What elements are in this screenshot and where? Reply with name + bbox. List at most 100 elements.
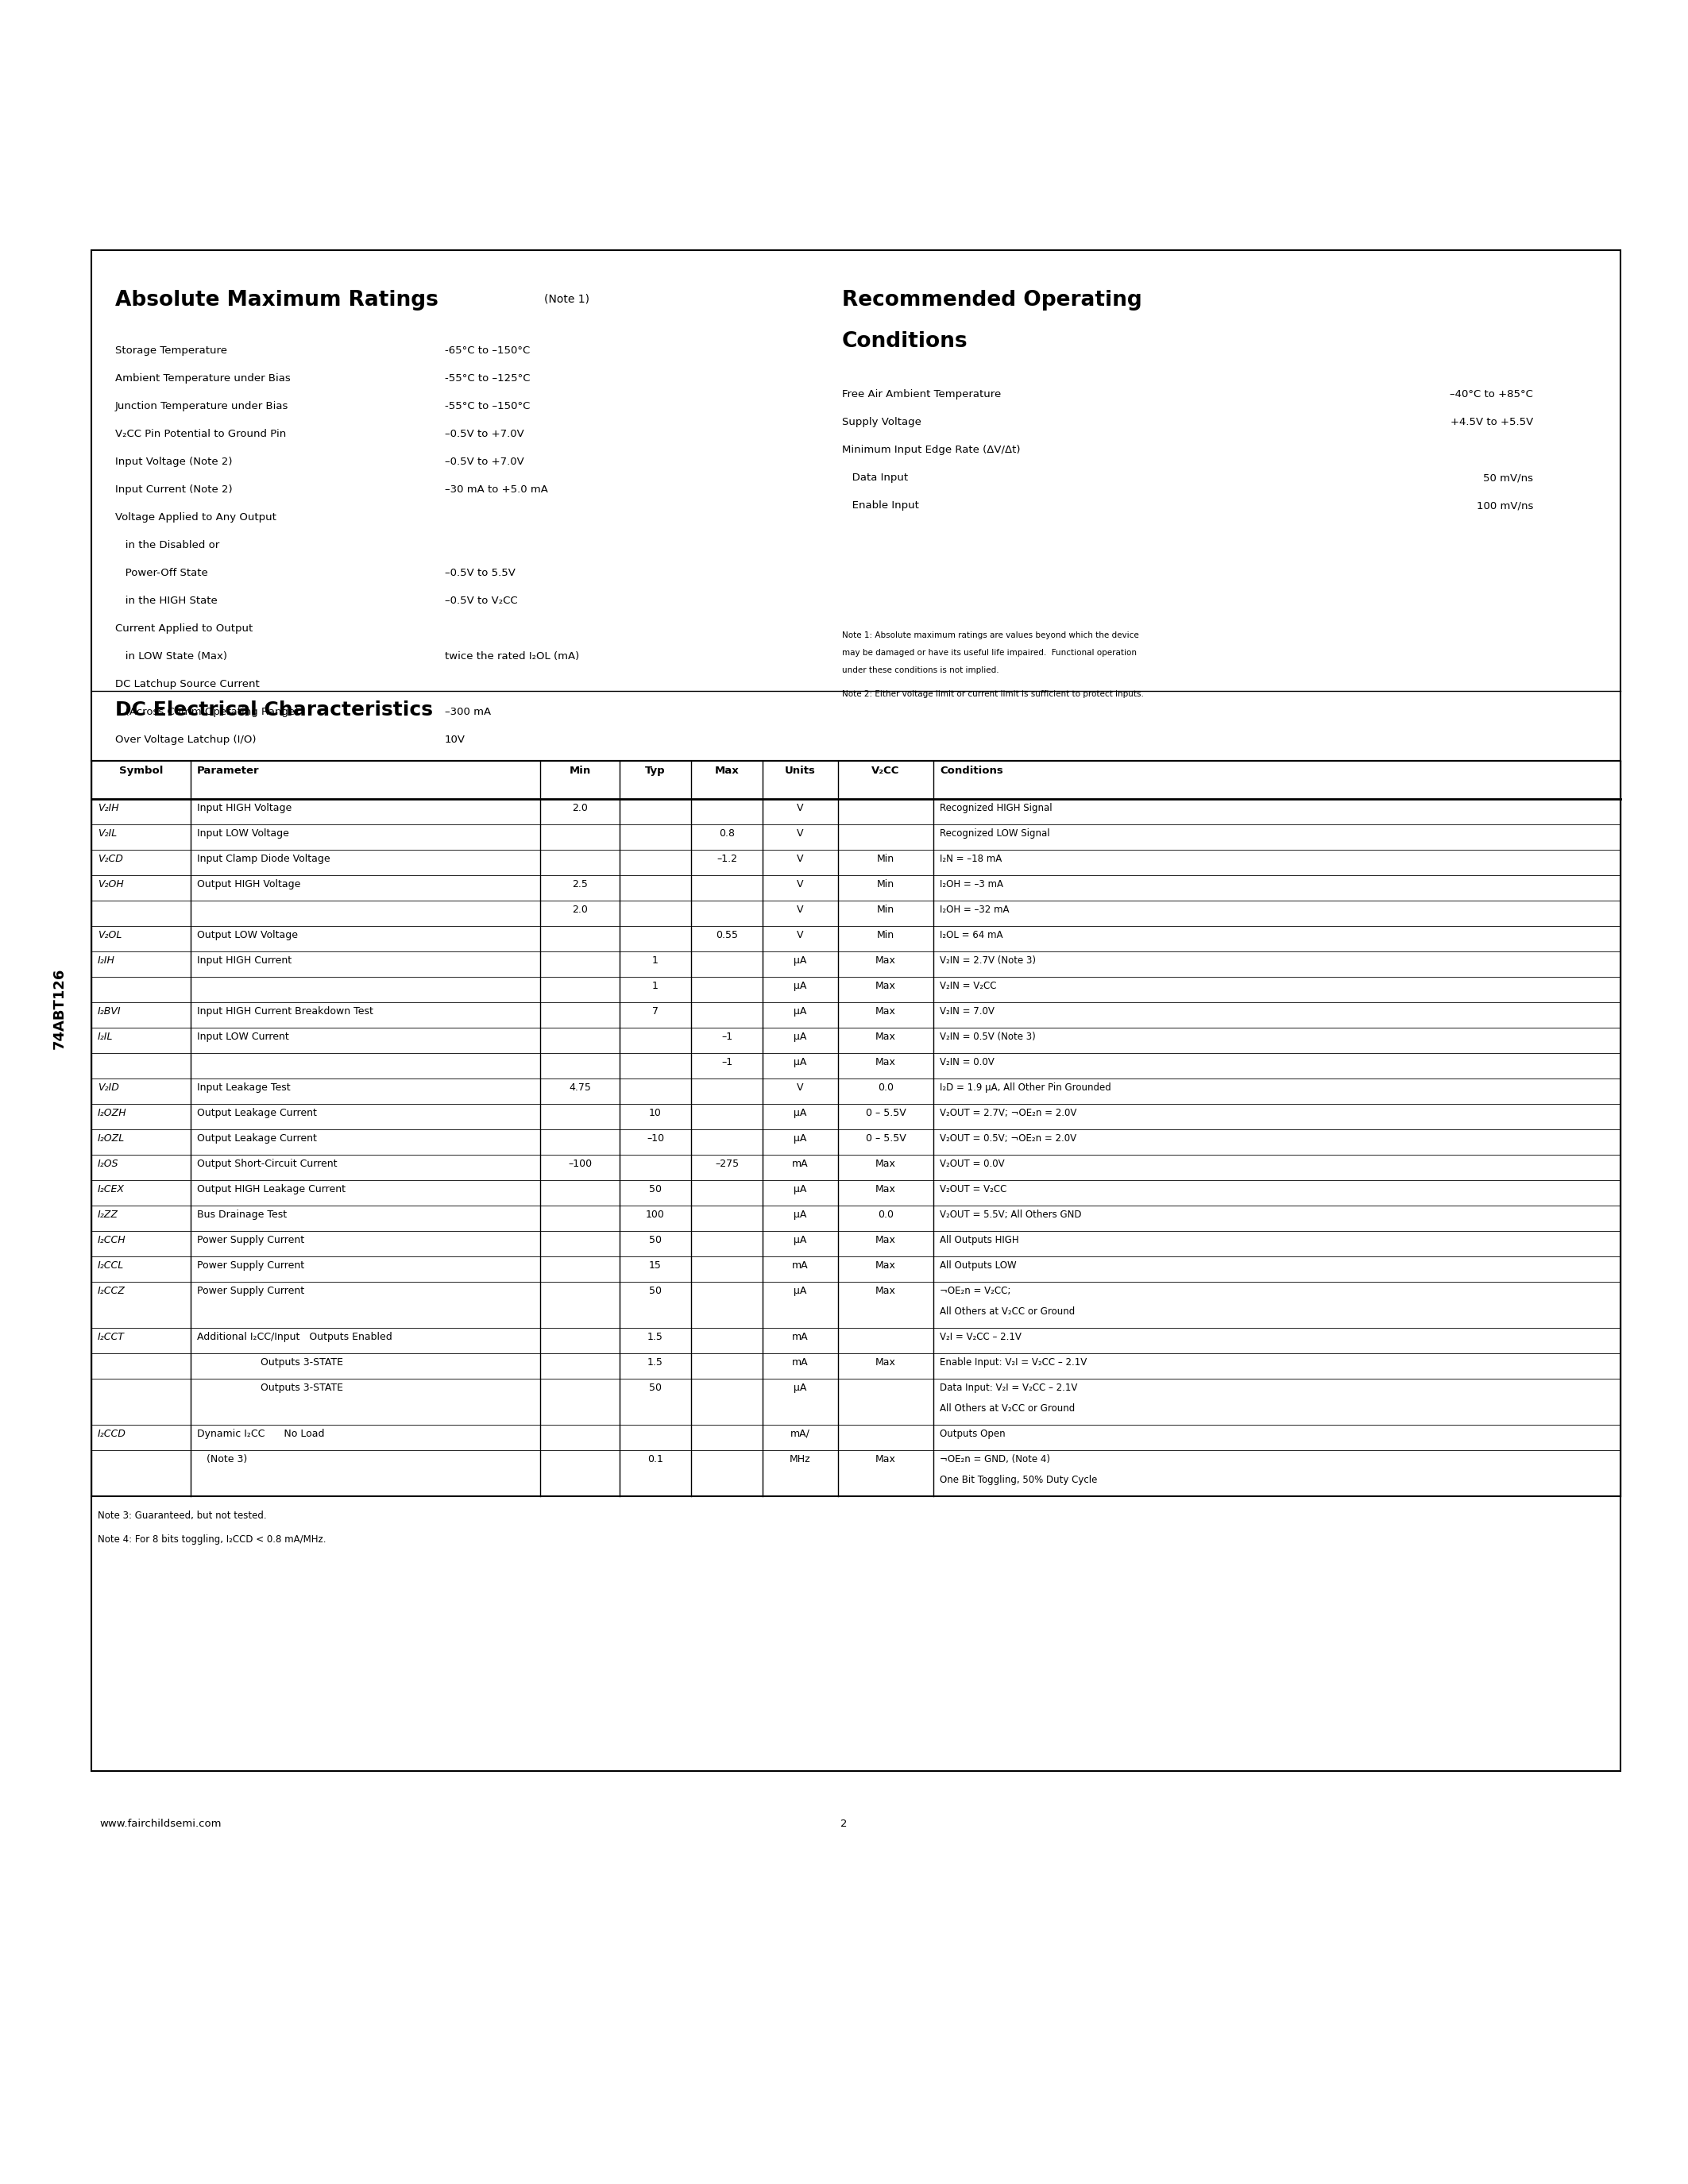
Text: –30 mA to +5.0 mA: –30 mA to +5.0 mA — [446, 485, 549, 496]
Text: Min: Min — [878, 880, 895, 889]
Text: Enable Input: V₂I = V₂CC – 2.1V: Enable Input: V₂I = V₂CC – 2.1V — [940, 1356, 1087, 1367]
Text: Max: Max — [876, 1286, 896, 1295]
Text: Input HIGH Current Breakdown Test: Input HIGH Current Breakdown Test — [197, 1007, 373, 1016]
Text: 1: 1 — [652, 981, 658, 992]
Text: 0 – 5.5V: 0 – 5.5V — [866, 1107, 906, 1118]
Text: Current Applied to Output: Current Applied to Output — [115, 622, 253, 633]
Text: under these conditions is not implied.: under these conditions is not implied. — [842, 666, 999, 675]
Text: V₂IL: V₂IL — [98, 828, 116, 839]
Text: MHz: MHz — [790, 1455, 810, 1465]
Text: –1.2: –1.2 — [716, 854, 738, 865]
Text: –10: –10 — [647, 1133, 663, 1144]
Text: μA: μA — [793, 1286, 807, 1295]
Text: Input Leakage Test: Input Leakage Test — [197, 1083, 290, 1092]
Text: V₂OUT = 5.5V; All Others GND: V₂OUT = 5.5V; All Others GND — [940, 1210, 1082, 1221]
Text: One Bit Toggling, 50% Duty Cycle: One Bit Toggling, 50% Duty Cycle — [940, 1474, 1097, 1485]
Text: –0.5V to V₂CC: –0.5V to V₂CC — [446, 596, 518, 605]
Text: Dynamic I₂CC      No Load: Dynamic I₂CC No Load — [197, 1428, 324, 1439]
Text: Symbol: Symbol — [118, 767, 164, 775]
Text: I₂IL: I₂IL — [98, 1031, 113, 1042]
Text: Output Leakage Current: Output Leakage Current — [197, 1107, 317, 1118]
Text: mA: mA — [792, 1332, 809, 1343]
Text: μA: μA — [793, 1057, 807, 1068]
Text: -55°C to –150°C: -55°C to –150°C — [446, 402, 530, 411]
Text: V₂OUT = V₂CC: V₂OUT = V₂CC — [940, 1184, 1006, 1195]
Text: V₂ID: V₂ID — [98, 1083, 120, 1092]
Text: in LOW State (Max): in LOW State (Max) — [115, 651, 228, 662]
Text: Supply Voltage: Supply Voltage — [842, 417, 922, 428]
Text: Recommended Operating: Recommended Operating — [842, 290, 1143, 310]
Text: Max: Max — [714, 767, 739, 775]
Text: DC Latchup Source Current: DC Latchup Source Current — [115, 679, 260, 690]
Text: (Note 3): (Note 3) — [197, 1455, 246, 1465]
Text: μA: μA — [793, 981, 807, 992]
Text: Note 2: Either voltage limit or current limit is sufficient to protect inputs.: Note 2: Either voltage limit or current … — [842, 690, 1144, 699]
Text: Storage Temperature: Storage Temperature — [115, 345, 228, 356]
Text: –0.5V to +7.0V: –0.5V to +7.0V — [446, 456, 523, 467]
Text: 50: 50 — [648, 1286, 662, 1295]
Text: www.fairchildsemi.com: www.fairchildsemi.com — [100, 1819, 221, 1828]
Text: All Outputs HIGH: All Outputs HIGH — [940, 1234, 1020, 1245]
Text: V₂OUT = 0.0V: V₂OUT = 0.0V — [940, 1160, 1004, 1168]
Text: +4.5V to +5.5V: +4.5V to +5.5V — [1450, 417, 1533, 428]
Text: V₂IN = 7.0V: V₂IN = 7.0V — [940, 1007, 994, 1016]
Text: 0.0: 0.0 — [878, 1210, 893, 1221]
Text: -55°C to –125°C: -55°C to –125°C — [446, 373, 530, 384]
Text: Output HIGH Voltage: Output HIGH Voltage — [197, 880, 300, 889]
Text: μA: μA — [793, 1133, 807, 1144]
Text: Max: Max — [876, 1260, 896, 1271]
Text: 50 mV/ns: 50 mV/ns — [1484, 472, 1533, 483]
Text: DC Electrical Characteristics: DC Electrical Characteristics — [115, 701, 432, 719]
Text: Power-Off State: Power-Off State — [115, 568, 208, 579]
Text: –300 mA: –300 mA — [446, 708, 491, 716]
Text: V₂CC: V₂CC — [871, 767, 900, 775]
Text: Recognized LOW Signal: Recognized LOW Signal — [940, 828, 1050, 839]
Text: 0.8: 0.8 — [719, 828, 734, 839]
Text: Power Supply Current: Power Supply Current — [197, 1286, 304, 1295]
Text: Free Air Ambient Temperature: Free Air Ambient Temperature — [842, 389, 1001, 400]
Text: –1: –1 — [721, 1031, 733, 1042]
Text: V₂IN = V₂CC: V₂IN = V₂CC — [940, 981, 996, 992]
Text: V₂IN = 0.5V (Note 3): V₂IN = 0.5V (Note 3) — [940, 1031, 1036, 1042]
Text: Input Clamp Diode Voltage: Input Clamp Diode Voltage — [197, 854, 331, 865]
Text: Note 1: Absolute maximum ratings are values beyond which the device: Note 1: Absolute maximum ratings are val… — [842, 631, 1139, 640]
Text: Max: Max — [876, 981, 896, 992]
Text: mA: mA — [792, 1260, 809, 1271]
Text: 74ABT126: 74ABT126 — [52, 968, 68, 1048]
Text: I₂OH = –32 mA: I₂OH = –32 mA — [940, 904, 1009, 915]
Text: μA: μA — [793, 1184, 807, 1195]
Text: 0.55: 0.55 — [716, 930, 738, 941]
Text: Max: Max — [876, 1160, 896, 1168]
Text: Units: Units — [785, 767, 815, 775]
Text: Conditions: Conditions — [842, 332, 967, 352]
Text: Input Current (Note 2): Input Current (Note 2) — [115, 485, 233, 496]
Text: Parameter: Parameter — [197, 767, 260, 775]
Text: I₂D = 1.9 μA, All Other Pin Grounded: I₂D = 1.9 μA, All Other Pin Grounded — [940, 1083, 1111, 1092]
Text: mA/: mA/ — [790, 1428, 810, 1439]
Text: 100: 100 — [647, 1210, 665, 1221]
Text: V: V — [797, 828, 803, 839]
Text: I₂CCH: I₂CCH — [98, 1234, 127, 1245]
Text: Input Voltage (Note 2): Input Voltage (Note 2) — [115, 456, 233, 467]
Text: V: V — [797, 904, 803, 915]
Text: Max: Max — [876, 1057, 896, 1068]
Text: V₂OUT = 0.5V; ¬OE₂n = 2.0V: V₂OUT = 0.5V; ¬OE₂n = 2.0V — [940, 1133, 1077, 1144]
Text: V: V — [797, 804, 803, 812]
Text: μA: μA — [793, 1234, 807, 1245]
Text: ¬OE₂n = V₂CC;: ¬OE₂n = V₂CC; — [940, 1286, 1011, 1295]
Text: Data Input: Data Input — [842, 472, 908, 483]
Text: 0.1: 0.1 — [648, 1455, 663, 1465]
Text: I₂ZZ: I₂ZZ — [98, 1210, 118, 1221]
Text: 50: 50 — [648, 1234, 662, 1245]
Text: Typ: Typ — [645, 767, 665, 775]
Text: Min: Min — [878, 930, 895, 941]
Text: Junction Temperature under Bias: Junction Temperature under Bias — [115, 402, 289, 411]
Text: V₂OUT = 2.7V; ¬OE₂n = 2.0V: V₂OUT = 2.7V; ¬OE₂n = 2.0V — [940, 1107, 1077, 1118]
Text: I₂CCD: I₂CCD — [98, 1428, 127, 1439]
Text: Min: Min — [569, 767, 591, 775]
Text: 15: 15 — [648, 1260, 662, 1271]
Text: V₂CC Pin Potential to Ground Pin: V₂CC Pin Potential to Ground Pin — [115, 428, 287, 439]
Text: V₂IH: V₂IH — [98, 804, 118, 812]
Text: Power Supply Current: Power Supply Current — [197, 1260, 304, 1271]
Text: Input HIGH Voltage: Input HIGH Voltage — [197, 804, 292, 812]
